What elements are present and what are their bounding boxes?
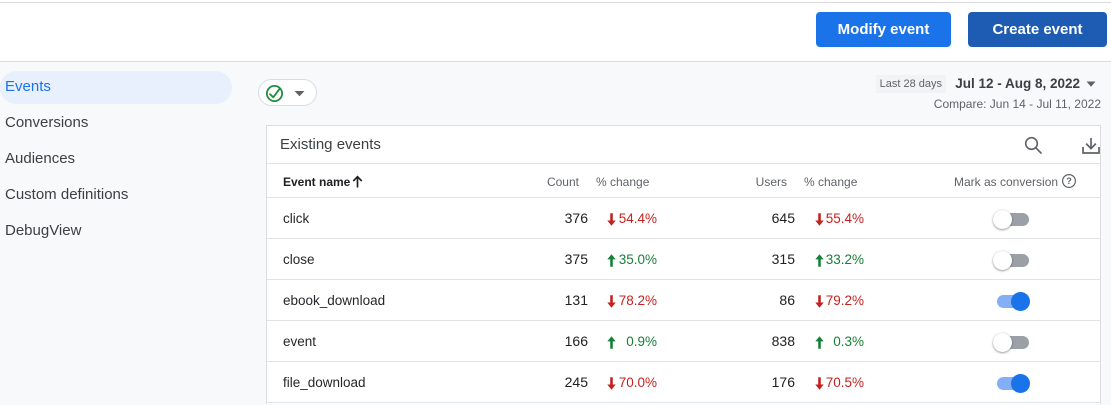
svg-text:?: ? bbox=[1066, 176, 1072, 186]
